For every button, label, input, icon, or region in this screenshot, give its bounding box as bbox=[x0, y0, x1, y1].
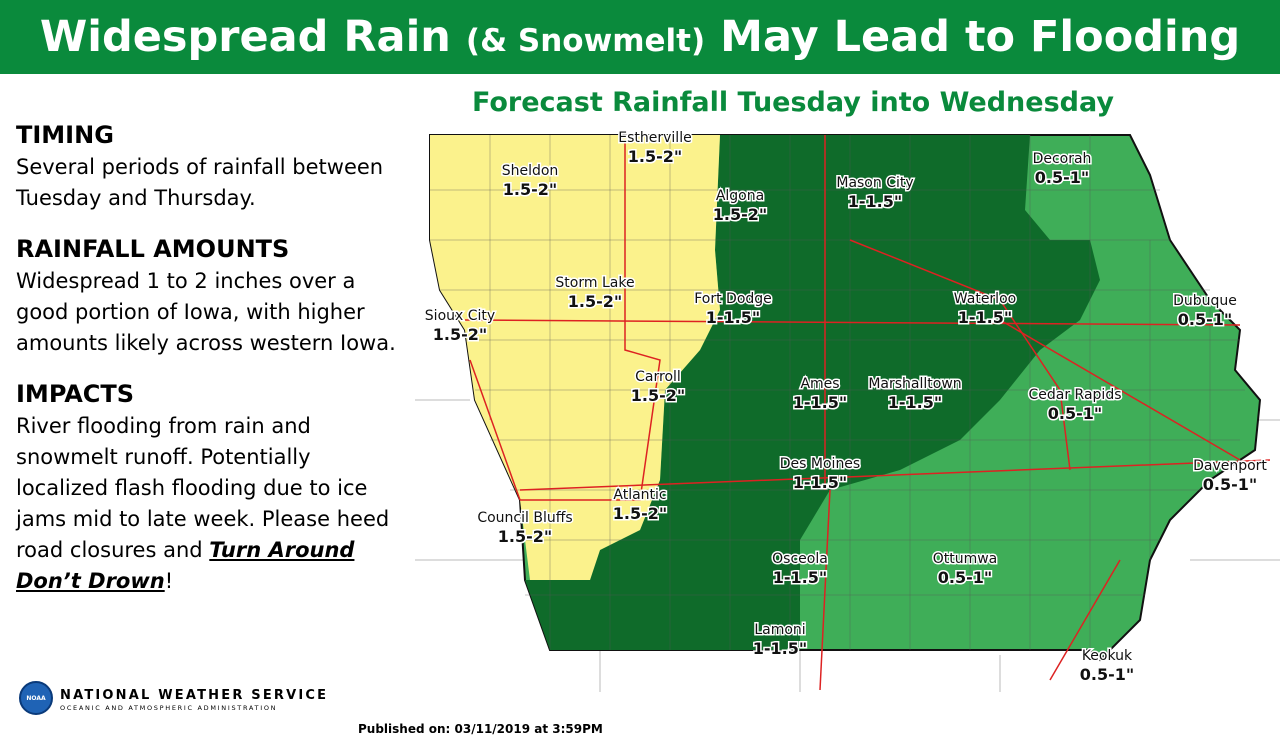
logo-sub: OCEANIC AND ATMOSPHERIC ADMINISTRATION bbox=[60, 704, 277, 712]
city-name: Sheldon bbox=[502, 163, 559, 179]
city-amount: 1-1.5" bbox=[958, 308, 1012, 327]
city-amount: 1-1.5" bbox=[753, 639, 807, 658]
city-name: Council Bluffs bbox=[477, 510, 572, 526]
city-name: Osceola bbox=[772, 551, 828, 567]
county-grid bbox=[430, 135, 1245, 650]
city-amount: 1-1.5" bbox=[848, 192, 902, 211]
city-name: Carroll bbox=[635, 369, 681, 385]
title: May Lead to Flooding bbox=[720, 12, 1241, 62]
city-amount: 1.5-2" bbox=[498, 527, 552, 546]
city-name: Dubuque bbox=[1173, 293, 1237, 309]
title: Widespread Rain bbox=[39, 12, 451, 62]
iowa-yellow bbox=[430, 135, 720, 580]
title-aside: (& Snowmelt) bbox=[465, 23, 706, 59]
city-amount: 0.5-1" bbox=[1178, 310, 1232, 329]
logo-name: NATIONAL WEATHER SERVICE bbox=[60, 688, 328, 703]
heading: RAINFALL AMOUNTS bbox=[16, 235, 290, 263]
city-name: Storm Lake bbox=[555, 275, 634, 291]
city-amount: 0.5-1" bbox=[938, 568, 992, 587]
city-name: Fort Dodge bbox=[694, 291, 772, 307]
logo-badge bbox=[19, 681, 53, 715]
city-amount: 1.5-2" bbox=[713, 205, 767, 224]
city-name: Sioux City bbox=[425, 308, 495, 324]
sidebar: TIMING Several periods of rainfall betwe… bbox=[16, 118, 396, 615]
city-amount: 0.5-1" bbox=[1203, 475, 1257, 494]
heading: TIMING bbox=[16, 121, 114, 149]
city-amount: 0.5-1" bbox=[1035, 168, 1089, 187]
city-name: Algona bbox=[716, 188, 764, 204]
city-name: Ottumwa bbox=[933, 551, 998, 567]
text: River flooding from rain and snowmelt ru… bbox=[16, 414, 390, 562]
text: ! bbox=[164, 569, 174, 593]
text: Widespread 1 to 2 inches over a good por… bbox=[16, 269, 396, 355]
text: Several periods of rainfall between Tues… bbox=[16, 155, 384, 210]
city-amount: 1-1.5" bbox=[706, 308, 760, 327]
city-amount: 1-1.5" bbox=[793, 393, 847, 412]
city-name: Keokuk bbox=[1082, 648, 1133, 664]
city-amount: 0.5-1" bbox=[1080, 665, 1134, 684]
city-amount: 1.5-2" bbox=[628, 147, 682, 166]
emphasis: Turn Around Don’t Drown bbox=[16, 538, 355, 593]
city-amount: 1.5-2" bbox=[613, 504, 667, 523]
footer: Published on: 03/11/2019 at 3:59PM bbox=[358, 722, 603, 736]
city-name: Waterloo bbox=[954, 291, 1016, 307]
city-name: Davenport bbox=[1193, 458, 1267, 474]
city-name: Ames bbox=[800, 376, 839, 392]
text: River flooding from rain and snowmelt ru… bbox=[16, 411, 396, 597]
city-amount: 1.5-2" bbox=[433, 325, 487, 344]
iowa-dark-green bbox=[525, 135, 1100, 650]
city-amount: 0.5-1" bbox=[1048, 404, 1102, 423]
city-name: Cedar Rapids bbox=[1028, 387, 1121, 403]
heading: IMPACTS bbox=[16, 380, 135, 408]
city-name: Des Moines bbox=[780, 456, 860, 472]
city-name: Decorah bbox=[1033, 151, 1092, 167]
city-amount: 1-1.5" bbox=[793, 473, 847, 492]
map-title: Forecast Rainfall Tuesday into Wednesday bbox=[472, 87, 1114, 118]
city-name: Marshalltown bbox=[868, 376, 961, 392]
city-name: Atlantic bbox=[613, 487, 666, 503]
logo-badge-text: NOAA bbox=[26, 695, 46, 702]
city-name: Mason City bbox=[836, 175, 913, 191]
highways bbox=[464, 135, 1271, 691]
city-name: Lamoni bbox=[754, 622, 805, 638]
city-amount: 1.5-2" bbox=[631, 386, 685, 405]
city-name: Estherville bbox=[618, 130, 691, 146]
logo: NOAA NATIONAL WEATHER SERVICE OCEANIC AN… bbox=[19, 681, 328, 715]
map: Forecast Rainfall Tuesday into Wednesday… bbox=[415, 87, 1280, 692]
city-amount: 1-1.5" bbox=[773, 568, 827, 587]
city-amount: 1.5-2" bbox=[503, 180, 557, 199]
city-amount: 1.5-2" bbox=[568, 292, 622, 311]
header: Widespread Rain (& Snowmelt) May Lead to… bbox=[0, 0, 1280, 74]
city-amount: 1-1.5" bbox=[888, 393, 942, 412]
